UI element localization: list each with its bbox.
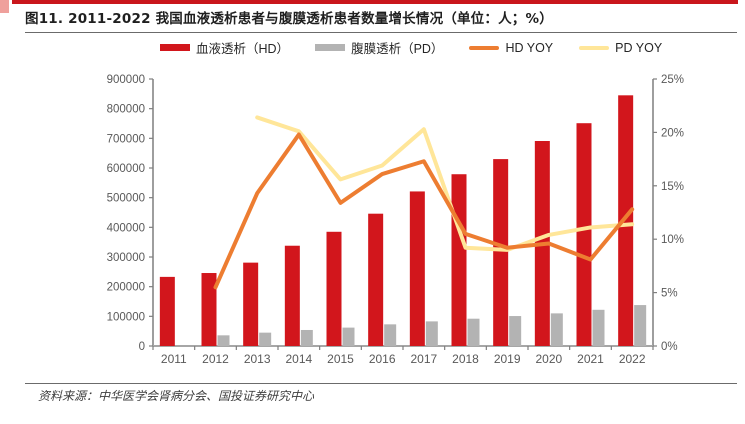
pd-bar (634, 305, 647, 346)
legend-label: 血液透析（HD） (196, 42, 290, 56)
hd-bar (284, 245, 300, 346)
x-axis-label: 2016 (369, 352, 396, 366)
top-accent-rule (12, 0, 738, 4)
right-axis-tick-label: 20% (661, 127, 684, 139)
legend-label: HD YOY (505, 40, 554, 55)
legend-swatch (579, 45, 610, 50)
left-axis-tick-label: 200000 (107, 282, 145, 294)
x-axis-label: 2012 (202, 352, 229, 366)
right-axis-tick-label: 5% (661, 288, 678, 300)
legend-label: 腹膜透析（PD） (351, 42, 444, 56)
corner-accent-block (0, 0, 9, 13)
pd-bar (259, 332, 272, 346)
right-axis-tick-label: 10% (661, 234, 684, 246)
right-axis-tick-label: 0% (661, 341, 678, 353)
hd-yoy-line (213, 132, 635, 290)
x-axis-label: 2011 (161, 352, 187, 366)
x-axis-label: 2019 (494, 352, 521, 366)
legend-item: 血液透析（HD） (160, 38, 289, 57)
figure-title: 图11. 2011-2022 我国血液透析患者与腹膜透析患者数量增长情况（单位：… (25, 11, 553, 27)
pd-yoy-line (255, 115, 635, 252)
right-axis-tick-label: 15% (661, 181, 684, 193)
pd-bar (384, 324, 397, 346)
left-axis-tick-label: 900000 (107, 74, 145, 86)
x-axis-label: 2015 (327, 352, 354, 366)
legend-item: HD YOY (469, 41, 553, 55)
pd-bar (425, 321, 438, 346)
pd-bar (342, 327, 355, 346)
hd-bar (326, 231, 342, 346)
pd-bar (300, 329, 313, 346)
hd-bar (493, 159, 509, 346)
x-axis-label: 2022 (619, 352, 646, 366)
legend-label: PD YOY (615, 40, 663, 55)
pd-bar (467, 318, 480, 346)
legend-item: 腹膜透析（PD） (315, 38, 443, 57)
left-axis-tick-label: 800000 (107, 104, 145, 116)
x-axis-label: 2013 (244, 352, 271, 366)
pd-bar (217, 335, 230, 346)
left-axis-tick-label: 400000 (107, 222, 145, 234)
legend-swatch (315, 44, 346, 51)
left-axis-tick-label: 700000 (107, 133, 145, 145)
hd-bar (159, 276, 175, 346)
hd-bar (201, 273, 217, 346)
pd-bar (509, 316, 522, 346)
left-axis-tick-label: 100000 (107, 311, 145, 323)
hd-bar (576, 123, 592, 346)
legend-item: PD YOY (579, 41, 662, 55)
chart-legend: 血液透析（HD） 腹膜透析（PD） HD YOY PD YOY (160, 38, 662, 57)
legend-swatch (469, 45, 500, 50)
hd-bar (618, 95, 634, 346)
x-axis-label: 2014 (285, 352, 312, 366)
left-axis-tick-label: 600000 (107, 163, 145, 175)
figure-title-block: 图11. 2011-2022 我国血液透析患者与腹膜透析患者数量增长情况（单位：… (25, 7, 737, 33)
source-note: 资料来源：中华医学会肾病分会、国投证券研究中心 (38, 389, 315, 403)
x-axis-label: 2017 (410, 352, 437, 366)
pd-bar (592, 309, 605, 346)
x-axis-label: 2018 (452, 352, 479, 366)
hd-bar (368, 213, 384, 346)
hd-bar (243, 262, 259, 346)
pd-bar (550, 313, 563, 346)
left-axis-tick-label: 0 (139, 341, 145, 353)
hd-bar (451, 174, 467, 346)
chart-canvas: 0 100000 200000 300000 400000 500000 600000 700… (107, 74, 684, 366)
hd-bar (409, 191, 425, 346)
right-axis-tick-label: 25% (661, 74, 684, 86)
legend-swatch (160, 44, 190, 51)
footer-rule (25, 383, 737, 384)
x-axis-label: 2021 (577, 352, 604, 366)
left-axis-tick-label: 500000 (107, 193, 145, 205)
x-axis-label: 2020 (535, 352, 562, 366)
left-axis-tick-label: 300000 (107, 252, 145, 264)
